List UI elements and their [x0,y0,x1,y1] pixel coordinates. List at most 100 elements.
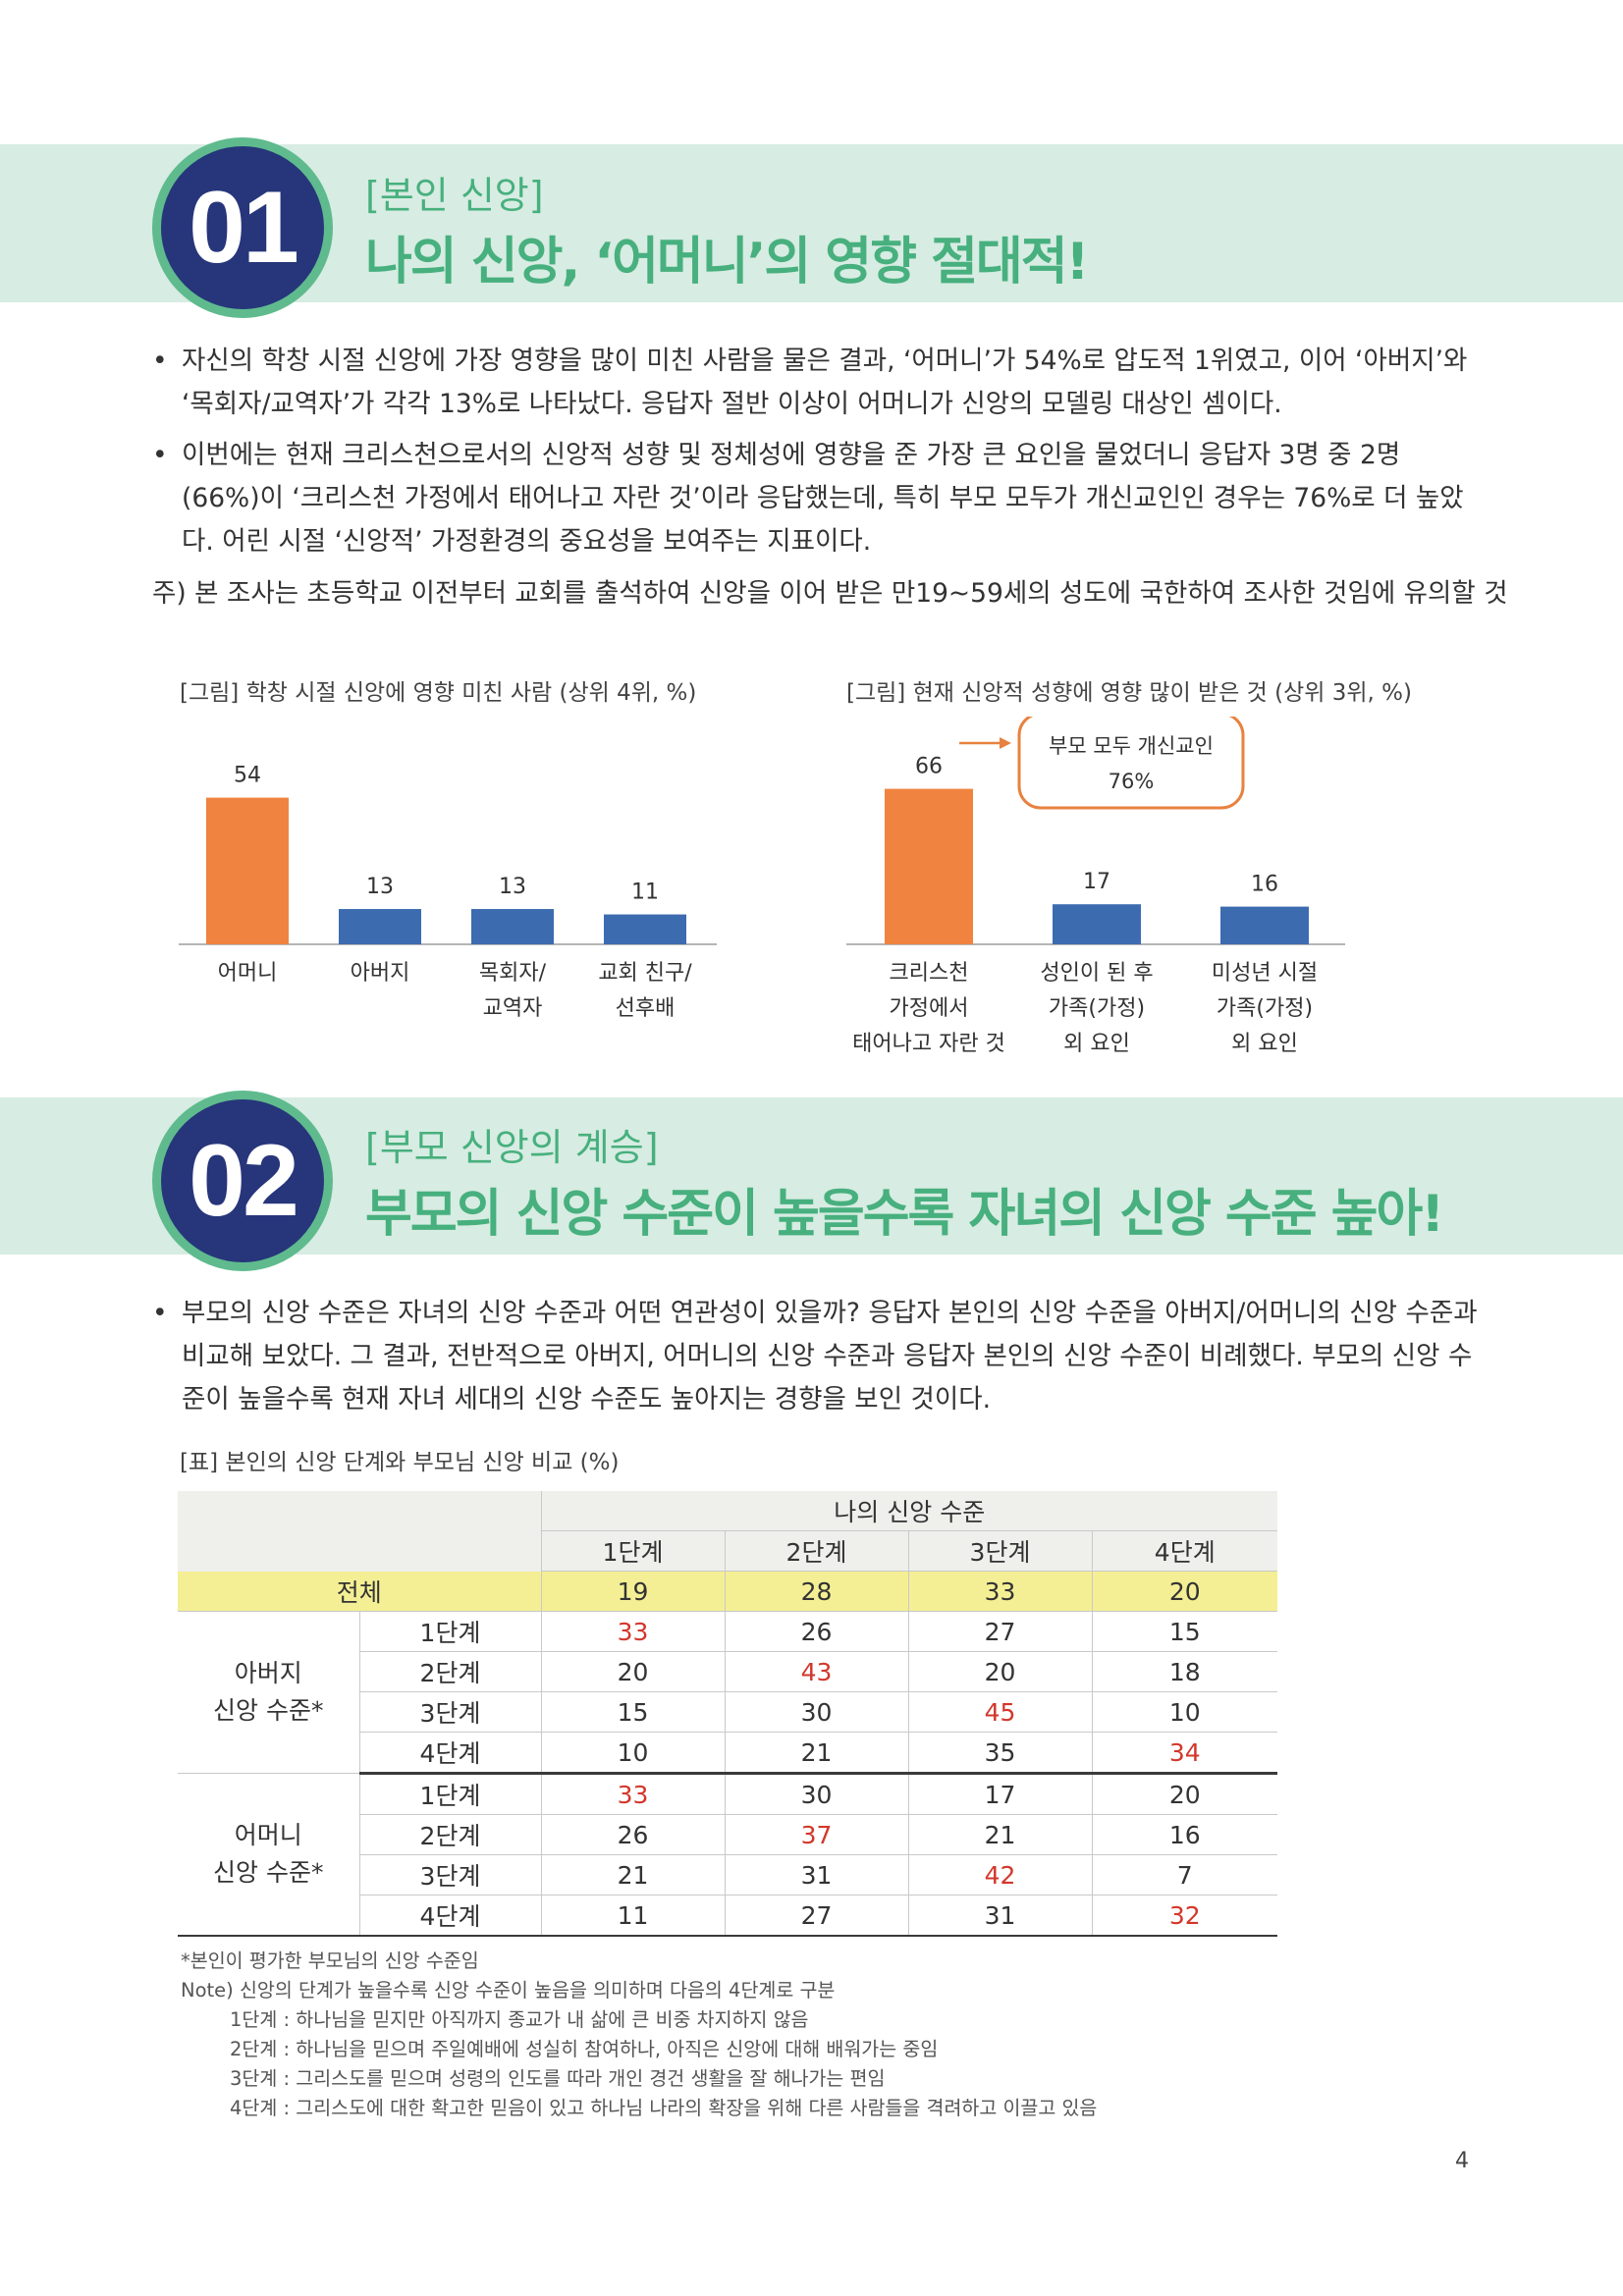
table-cell: 27 [907,1611,1092,1652]
chart-bar [206,797,289,944]
table-cell: 45 [907,1691,1092,1733]
table-cell: 10 [540,1732,725,1775]
chart-category-label: 미성년 시절 [1212,961,1318,986]
chart-value-label: 54 [234,764,261,788]
section1-number-badge: 01 [152,137,333,318]
chart-bar [1220,906,1309,944]
section2-bullet: 부모의 신앙 수준은 자녀의 신앙 수준과 어떤 연관성이 있을까? 응답자 본… [152,1292,1478,1421]
row-stage-label: 2단계 [358,1814,541,1855]
section2-kicker: [부모 신앙의 계승] [365,1126,659,1169]
column-header: 2단계 [724,1530,908,1572]
row-stage-label: 1단계 [358,1611,541,1652]
chart-value-label: 11 [631,881,659,905]
table-cell: 35 [907,1732,1092,1775]
row-stage-label: 4단계 [358,1895,541,1937]
chart-category-label: 어머니 [218,961,278,986]
table-cell: 30 [724,1773,908,1815]
table-cell: 37 [724,1814,908,1855]
chart-category-label: 가정에서 [890,996,969,1021]
footnote-stage: 4단계 : 그리스도에 대한 확고한 믿음이 있고 하나님 나라의 확장을 위해… [230,2097,1098,2119]
table-cell: 31 [724,1854,908,1896]
table-cell: 27 [724,1895,908,1937]
chart-value-label: 13 [499,875,526,899]
table-cell: 34 [1091,1732,1277,1775]
callout-text: 부모 모두 개신교인 [1049,734,1214,758]
column-header: 1단계 [540,1530,725,1572]
father-label-line: 아버지 [234,1659,302,1687]
table-cell: 20 [540,1651,725,1692]
chart-category-label: 가족(가정) [1217,996,1313,1021]
table-cell: 21 [540,1854,725,1896]
row-stage-label: 2단계 [358,1651,541,1692]
table-cell: 20 [907,1651,1092,1692]
table-cell: 28 [724,1571,908,1612]
mother-label-line: 신앙 수준* [213,1858,324,1887]
footnote-note: Note) 신앙의 단계가 높을수록 신앙 수준이 높음을 의미하며 다음의 4… [181,1979,836,2002]
table-cell: 26 [540,1814,725,1855]
section1-bullets: 자신의 학창 시절 신앙에 가장 영향을 많이 미친 사람을 물은 결과, ‘어… [152,340,1478,571]
page-number: 4 [1455,2149,1469,2173]
table-row: 2단계 20 43 20 18 [178,1651,1277,1692]
table-cell: 21 [907,1814,1092,1855]
table-row: 어머니 신앙 수준* 1단계 33 30 17 20 [178,1773,1277,1937]
callout-arrowhead [1000,737,1011,749]
table-cell: 21 [724,1732,908,1775]
table-cell: 15 [1091,1611,1277,1652]
table-cell: 10 [1091,1691,1277,1733]
chart-category-label: 교역자 [483,996,543,1021]
chart-value-label: 16 [1251,873,1278,897]
chart-category-label: 성인이 된 후 [1040,961,1153,986]
chart-category-label: 외 요인 [1063,1032,1130,1056]
chart-category-label: 크리스천 [890,961,969,986]
chart-bar [339,909,421,944]
chart1-caption: [그림] 학창 시절 신앙에 영향 미친 사람 (상위 4위, %) [180,680,697,706]
table-row: 4단계 11 27 31 32 [178,1895,1277,1937]
chart-category-label: 교회 친구/ [598,961,692,986]
table-cell: 20 [1091,1773,1277,1815]
table-cell: 30 [724,1691,908,1733]
table-cell: 32 [1091,1895,1277,1937]
section1-kicker: [본인 신앙] [365,174,544,217]
column-header: 3단계 [907,1530,1092,1572]
chart-category-label: 아버지 [351,961,410,986]
chart-bar [604,914,686,944]
table-row: 아버지 신앙 수준* 1단계 33 26 27 15 [178,1611,1277,1774]
chart-category-label: 태어나고 자란 것 [852,1032,1005,1056]
chart-value-label: 66 [915,755,943,779]
table-cell: 42 [907,1854,1092,1896]
chart-value-label: 13 [366,875,394,899]
column-header: 4단계 [1091,1530,1277,1572]
table-cell: 33 [540,1611,725,1652]
comparison-table: 나의 신앙 수준 1단계 2단계 3단계 4단계 전체 19 28 33 20 … [178,1491,1277,1937]
chart-category-label: 선후배 [616,996,676,1021]
mother-group-label: 어머니 신앙 수준* [178,1773,359,1937]
footnote-stage: 3단계 : 그리스도를 믿으며 성령의 인도를 따라 개인 경건 생활을 잘 해… [230,2067,886,2090]
chart2-caption: [그림] 현재 신앙적 성향에 영향 많이 받은 것 (상위 3위, %) [846,680,1413,706]
table-cell: 16 [1091,1814,1277,1855]
chart-category-label: 목회자/ [479,961,547,986]
table-row-total: 전체 19 28 33 20 [178,1571,1277,1612]
table-cell: 31 [907,1895,1092,1937]
table-row: 2단계 26 37 21 16 [178,1814,1277,1855]
section1-headline: 나의 신앙, ‘어머니’의 영향 절대적! [365,233,1089,292]
table-cell: 18 [1091,1651,1277,1692]
section2-number-badge: 02 [152,1091,333,1271]
table-row: 3단계 15 30 45 10 [178,1691,1277,1733]
chart-category-label: 외 요인 [1231,1032,1298,1056]
callout-box [1017,717,1245,810]
footnote-stage: 1단계 : 하나님을 믿지만 아직까지 종교가 내 삶에 큰 비중 차지하지 않… [230,2008,809,2031]
row-label-total: 전체 [178,1571,541,1612]
table-cell: 33 [540,1773,725,1815]
footnotes: *본인이 평가한 부모님의 신앙 수준임 Note) 신앙의 단계가 높을수록 … [181,1947,1097,2123]
row-stage-label: 3단계 [358,1854,541,1896]
father-label-line: 신앙 수준* [213,1696,324,1725]
table-cell: 15 [540,1691,725,1733]
footnote-stage: 2단계 : 하나님을 믿으며 주일예배에 성실히 참여하나, 아직은 신앙에 대… [230,2038,939,2060]
chart-bar [471,909,554,944]
row-stage-label: 3단계 [358,1691,541,1733]
table-caption: [표] 본인의 신앙 단계와 부모님 신앙 비교 (%) [180,1450,620,1475]
table-corner [178,1491,541,1572]
row-stage-label: 4단계 [358,1732,541,1775]
chart-bar [1053,904,1141,944]
chart1: 54 어머니 13 아버지 13 목회자/교역자 11 교회 친구/선후배 [179,764,717,1021]
